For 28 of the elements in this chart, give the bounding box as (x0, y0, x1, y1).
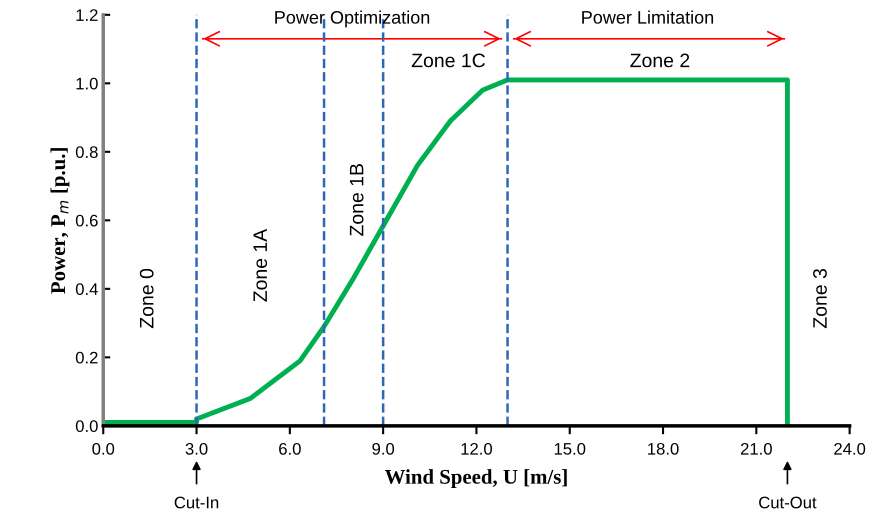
x-tick-label: 6.0 (279, 442, 301, 455)
y-tick-label: 0.0 (76, 420, 98, 432)
x-tick-label: 3.0 (186, 442, 208, 455)
annotation: Zone 3 (813, 269, 827, 328)
y-tick-label: 0.8 (76, 146, 98, 158)
annotation: Zone 1B (350, 164, 364, 236)
x-tick-label: 9.0 (372, 442, 394, 455)
annotation: Zone 2 (630, 54, 690, 68)
annotation: Zone 1C (412, 54, 485, 68)
x-tick-label: 15.0 (554, 442, 586, 455)
annotation: Zone 1A (254, 228, 268, 302)
y-tick-label: 0.4 (76, 283, 98, 296)
x-tick-label: 0.0 (92, 442, 114, 455)
y-tick-label: 0.6 (76, 214, 98, 227)
text: Cut-Out (759, 496, 816, 508)
annotation: Power Limitation (582, 10, 714, 24)
text: Cut-In (174, 496, 218, 508)
y-tick-label: 1.0 (76, 78, 98, 90)
y-axis-title: Power, P$_{m}$ [p.u.] (50, 148, 70, 294)
annotation: Zone 0 (140, 268, 154, 328)
x-tick-label: 24.0 (834, 442, 866, 455)
x-tick-label: 21.0 (740, 442, 772, 455)
x-tick-label: 18.0 (648, 442, 679, 455)
y-tick-label: 1.2 (76, 9, 98, 21)
annotation: Power Optimization (275, 10, 430, 28)
x-tick-label: 12.0 (461, 442, 492, 455)
y-tick-label: 0.2 (76, 352, 98, 364)
x-axis-title: Wind Speed, U [m/s] (384, 469, 567, 488)
